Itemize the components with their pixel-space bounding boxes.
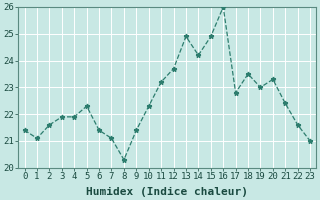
X-axis label: Humidex (Indice chaleur): Humidex (Indice chaleur) — [86, 186, 248, 197]
